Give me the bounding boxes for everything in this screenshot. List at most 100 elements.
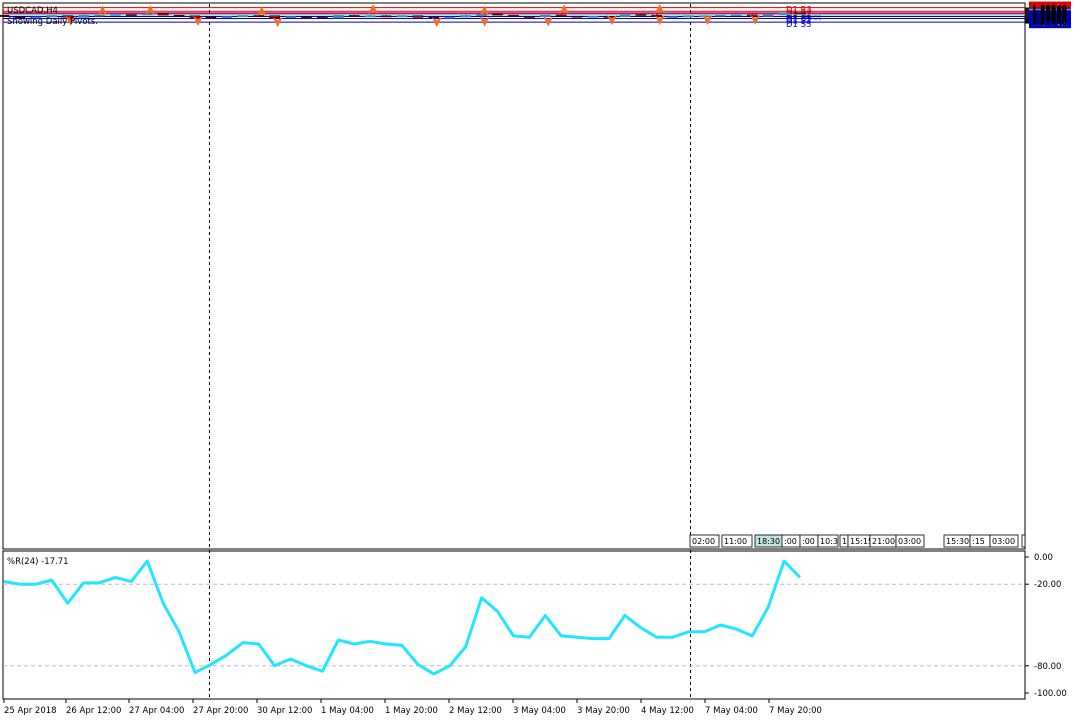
candle-body (667, 16, 678, 18)
pivot-label: D1 R2 (786, 9, 812, 19)
pivot-label: D1 Pivot (786, 13, 822, 23)
time-tick-label: 1 May 20:00 (385, 706, 438, 716)
fractal-arrow-icon (750, 14, 761, 25)
pivot-subtitle: Showing Daily Pivots. (7, 17, 98, 27)
candle-body (30, 16, 42, 19)
candle-body (364, 15, 376, 18)
time-tick-label: 27 Apr 20:00 (193, 706, 248, 716)
price-tick-label: 1.28660 (1032, 11, 1067, 21)
price-tick-label: 1.28820 (1032, 10, 1067, 20)
candle-body (0, 14, 10, 17)
williams-r-indicator (3, 559, 1025, 676)
candle-body (731, 14, 742, 17)
candle-body (683, 15, 694, 18)
time-box (689, 534, 720, 548)
indicator-tick-label: -100.00 (1034, 689, 1067, 699)
candle-body (269, 15, 280, 19)
fractal-arrow-icon (431, 17, 442, 28)
time-box (817, 534, 839, 548)
price-axis: 1.299101.293131.290521.289681.287161.284… (1025, 1, 1071, 29)
fractal-arrow-icon (543, 16, 554, 27)
fractal-arrow-icon (479, 16, 490, 27)
candle-body (492, 13, 503, 16)
candle-body (524, 16, 535, 18)
time-axis: 25 Apr 2018 26 Apr 12:00 27 Apr 04:00 27 Ap… (3, 699, 822, 716)
indicator-tick-label: 0.00 (1034, 553, 1053, 563)
price-tick-label: 1.29140 (1032, 8, 1067, 18)
fractal-arrow-icon (145, 5, 156, 16)
time-box-label: 11:00 (724, 537, 747, 546)
candle-body (444, 16, 456, 19)
time-box (1021, 534, 1026, 548)
price-tick-label: 1.29780 (1032, 4, 1067, 14)
fractal-arrow-icon (65, 15, 76, 26)
time-box (895, 534, 925, 548)
symbol-title: USDCAD,H4 (7, 6, 58, 16)
time-tick-label: 3 May 04:00 (513, 706, 566, 716)
time-box-label: :00 (802, 537, 815, 546)
candle-body (317, 17, 328, 19)
candle-body (778, 12, 790, 15)
time-box-label: :00 (784, 537, 797, 546)
time-box (721, 534, 753, 548)
candle-body (762, 13, 774, 17)
time-box-label: 21:00 (872, 537, 895, 546)
price-tag-text: 1.27522 (1032, 19, 1067, 29)
candle-body (508, 14, 519, 17)
pivot-label: D1 S3 (786, 20, 811, 30)
pivot-label: D1 S2 (786, 17, 811, 27)
day-separators (209, 4, 691, 698)
candle-body (285, 16, 296, 19)
time-tick-label: 26 Apr 12:00 (66, 706, 121, 716)
time-tick-label: 2 May 12:00 (449, 706, 502, 716)
time-tick-label: 1 May 04:00 (321, 706, 374, 716)
time-tick-label: 25 Apr 2018 (4, 706, 57, 716)
fractal-arrow-icon (256, 6, 267, 17)
time-box-label: 03:00 (898, 537, 921, 546)
price-tick-label: 1.29620 (1032, 5, 1067, 15)
price-tick-label: 1.27380 (1032, 19, 1067, 29)
candle-body (412, 15, 424, 18)
time-tick-label: 7 May 20:00 (769, 706, 822, 716)
fractal-arrow-icon (193, 16, 204, 27)
indicator-panel-frame (2, 550, 1026, 700)
price-tick-label: 1.28180 (1032, 14, 1067, 24)
candle-body (715, 14, 726, 17)
price-tick-label: 1.28500 (1032, 12, 1067, 22)
candle-body (237, 15, 249, 18)
candle-body (253, 15, 265, 17)
price-tick-label: 1.27540 (1032, 18, 1067, 28)
fractal-arrow-icon (606, 15, 617, 26)
candle-body (126, 14, 137, 16)
price-tick-label: 1.29300 (1032, 7, 1067, 17)
time-box-label: 10:3 (820, 537, 838, 546)
price-tick-label: 1.27860 (1032, 16, 1067, 26)
time-tick-label: 30 Apr 12:00 (257, 706, 312, 716)
price-tag (1029, 16, 1071, 29)
fractal-arrow-icon (702, 15, 713, 26)
candle-body (555, 14, 567, 17)
candle-body (396, 15, 408, 18)
candle-body (173, 14, 185, 17)
indicator-tick-label: -20.00 (1034, 580, 1061, 590)
candle-body (380, 15, 392, 18)
fractal-arrow-icon (272, 17, 283, 28)
candle-body (746, 14, 758, 17)
fractal-arrow-icon (368, 4, 379, 15)
pivot-label: D1 S1 (786, 14, 811, 24)
candle-body (221, 16, 233, 18)
pivot-label: D1 R3 (786, 6, 812, 16)
time-tick-label: 7 May 04:00 (705, 706, 758, 716)
price-tick-label: 1.28020 (1032, 15, 1067, 25)
indicator-tick-label: -80.00 (1034, 662, 1061, 672)
candle-body (571, 15, 583, 18)
candle-body (794, 12, 806, 15)
candle-body (635, 14, 647, 16)
candle-body (348, 15, 360, 17)
candle-body (46, 15, 58, 18)
candle-body (539, 14, 551, 17)
time-box-label: 02:00 (692, 537, 715, 546)
candle-body (333, 15, 344, 19)
